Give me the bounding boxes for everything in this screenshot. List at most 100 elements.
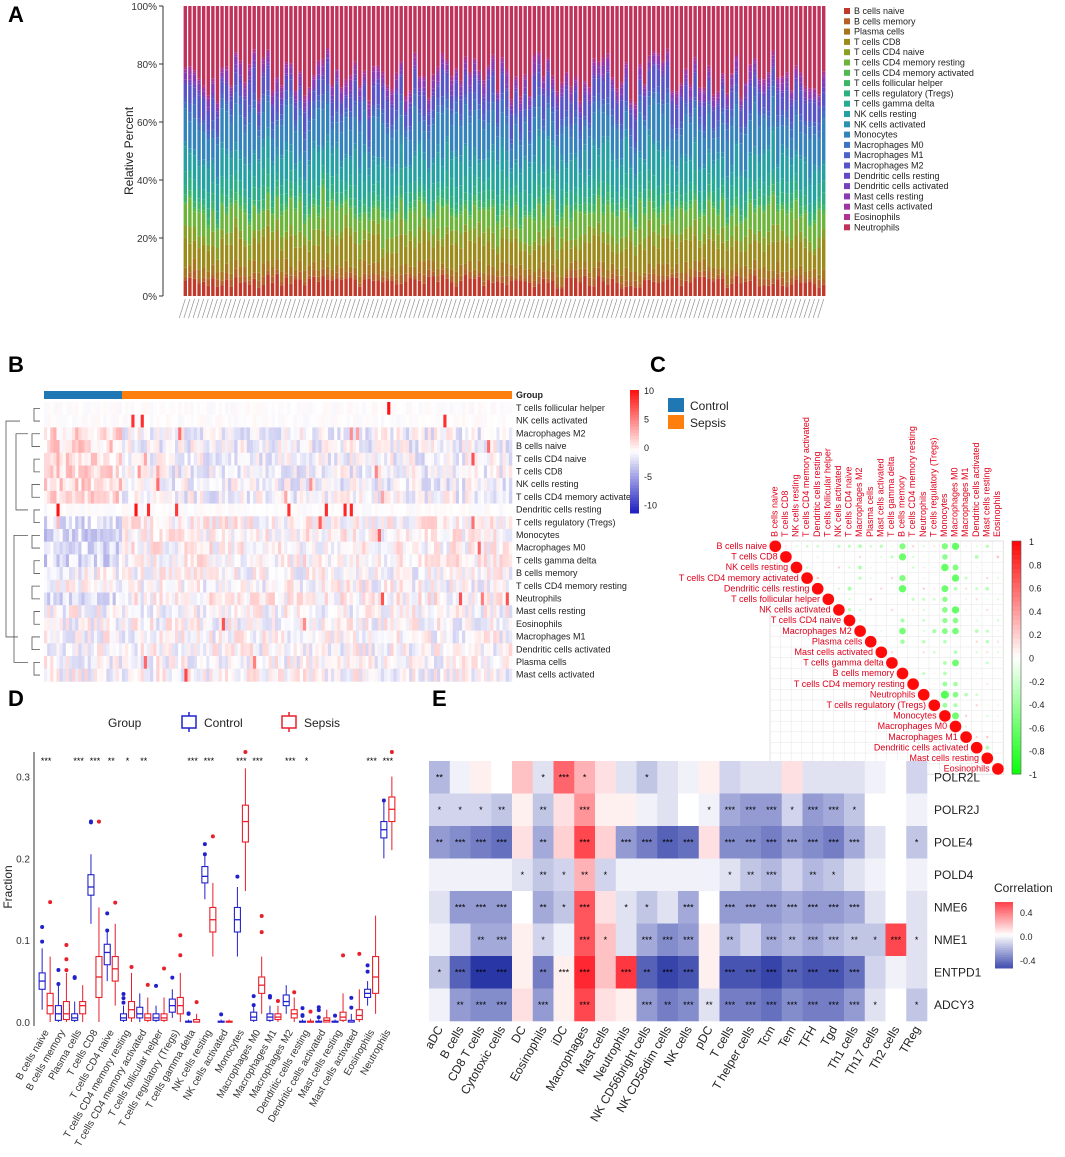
a-bar-segment (417, 140, 422, 145)
a-bar-segment (234, 170, 238, 181)
b-cell (246, 490, 251, 504)
a-bar-segment (399, 101, 403, 116)
a-bar-segment (463, 143, 468, 147)
a-bar-segment (280, 250, 284, 272)
b-cell (44, 427, 48, 441)
b-cell (234, 402, 238, 415)
b-cell (265, 516, 269, 530)
a-bar-segment (546, 59, 550, 63)
b-cell (487, 414, 491, 428)
a-bar-segment (656, 150, 661, 187)
a-bar-segment (817, 247, 821, 275)
a-bar-segment (569, 190, 573, 206)
b-cell (93, 529, 98, 542)
b-cell (508, 529, 513, 542)
a-bar-segment (780, 153, 785, 179)
a-bar-segment (734, 71, 739, 74)
a-bar-segment (670, 240, 674, 269)
a-bar-segment (206, 6, 210, 96)
a-bar-segment (720, 112, 725, 124)
a-bar-segment (610, 273, 615, 279)
a-bar-segment (325, 279, 330, 296)
b-cell (505, 452, 510, 466)
b-cell (287, 414, 291, 428)
a-bar-segment (615, 216, 619, 218)
a-bar-segment (661, 70, 665, 75)
a-bar-segment (316, 64, 321, 67)
a-bar-segment (367, 121, 371, 141)
b-cell (374, 402, 379, 415)
b-cell (487, 465, 491, 479)
a-bar-segment (734, 144, 739, 178)
b-cell (206, 402, 210, 415)
a-bar-segment (675, 108, 679, 129)
a-legend-label: T cells gamma delta (854, 99, 934, 109)
b-cell (334, 529, 338, 542)
a-bar-segment (362, 273, 367, 280)
a-bar-segment (399, 234, 403, 266)
a-bar-segment (486, 110, 491, 124)
a-bar-segment (642, 120, 647, 127)
a-legend-label: Macrophages M2 (854, 161, 924, 171)
a-bar-segment (257, 159, 261, 163)
a-bar-segment (252, 6, 256, 50)
b-cell (181, 440, 185, 454)
b-cell (274, 427, 279, 441)
a-bar-segment (647, 105, 651, 130)
a-bar-segment (698, 247, 702, 262)
a-bar-segment (335, 148, 339, 175)
a-bar-segment (431, 88, 436, 93)
a-bar-segment (684, 85, 688, 104)
a-bar-segment (422, 76, 426, 79)
a-bar-segment (224, 6, 229, 67)
b-cell (62, 440, 67, 454)
b-cell (262, 465, 266, 479)
b-cell (97, 465, 101, 479)
a-bar-segment (638, 185, 642, 193)
b-cell (150, 503, 154, 517)
b-cell (159, 541, 163, 555)
b-cell (293, 503, 298, 517)
b-cell (84, 478, 88, 492)
a-bar-segment (596, 182, 601, 189)
b-cell (393, 503, 397, 517)
a-bar-segment (298, 201, 302, 232)
a-bar-segment (546, 57, 550, 60)
a-bar-segment (413, 207, 417, 212)
b-cell (502, 503, 507, 517)
a-bar-segment (495, 276, 500, 282)
a-bar-segment (725, 93, 729, 97)
a-bar-segment (514, 180, 518, 187)
a-bar-segment (551, 82, 555, 87)
a-bar-segment (211, 201, 215, 209)
b-cell (318, 452, 322, 466)
b-cell (224, 440, 229, 454)
b-cell (371, 503, 376, 517)
b-cell (153, 478, 157, 492)
b-cell (62, 452, 67, 466)
b-cell (106, 414, 110, 428)
b-cell (115, 414, 120, 428)
a-bar-segment (293, 99, 298, 103)
b-cell (393, 414, 397, 428)
a-bar-segment (720, 85, 725, 90)
a-bar-segment (371, 160, 376, 185)
a-bar-segment (188, 103, 192, 113)
b-cell (471, 414, 475, 428)
b-cell (84, 503, 88, 517)
b-cell (59, 440, 64, 454)
a-bar-segment (413, 88, 417, 95)
a-bar-segment (675, 140, 679, 167)
a-bar-segment (794, 150, 798, 156)
a-bar-segment (454, 96, 458, 103)
a-bar-segment (454, 150, 458, 158)
b-cell (452, 503, 457, 517)
a-bar-segment (381, 270, 385, 277)
a-bar-segment (711, 177, 716, 192)
a-bar-segment (234, 203, 238, 218)
a-bar-segment (284, 62, 289, 65)
a-bar-segment (201, 210, 206, 214)
b-cell (165, 465, 170, 479)
b-cell (153, 427, 157, 441)
b-cell (109, 529, 113, 542)
